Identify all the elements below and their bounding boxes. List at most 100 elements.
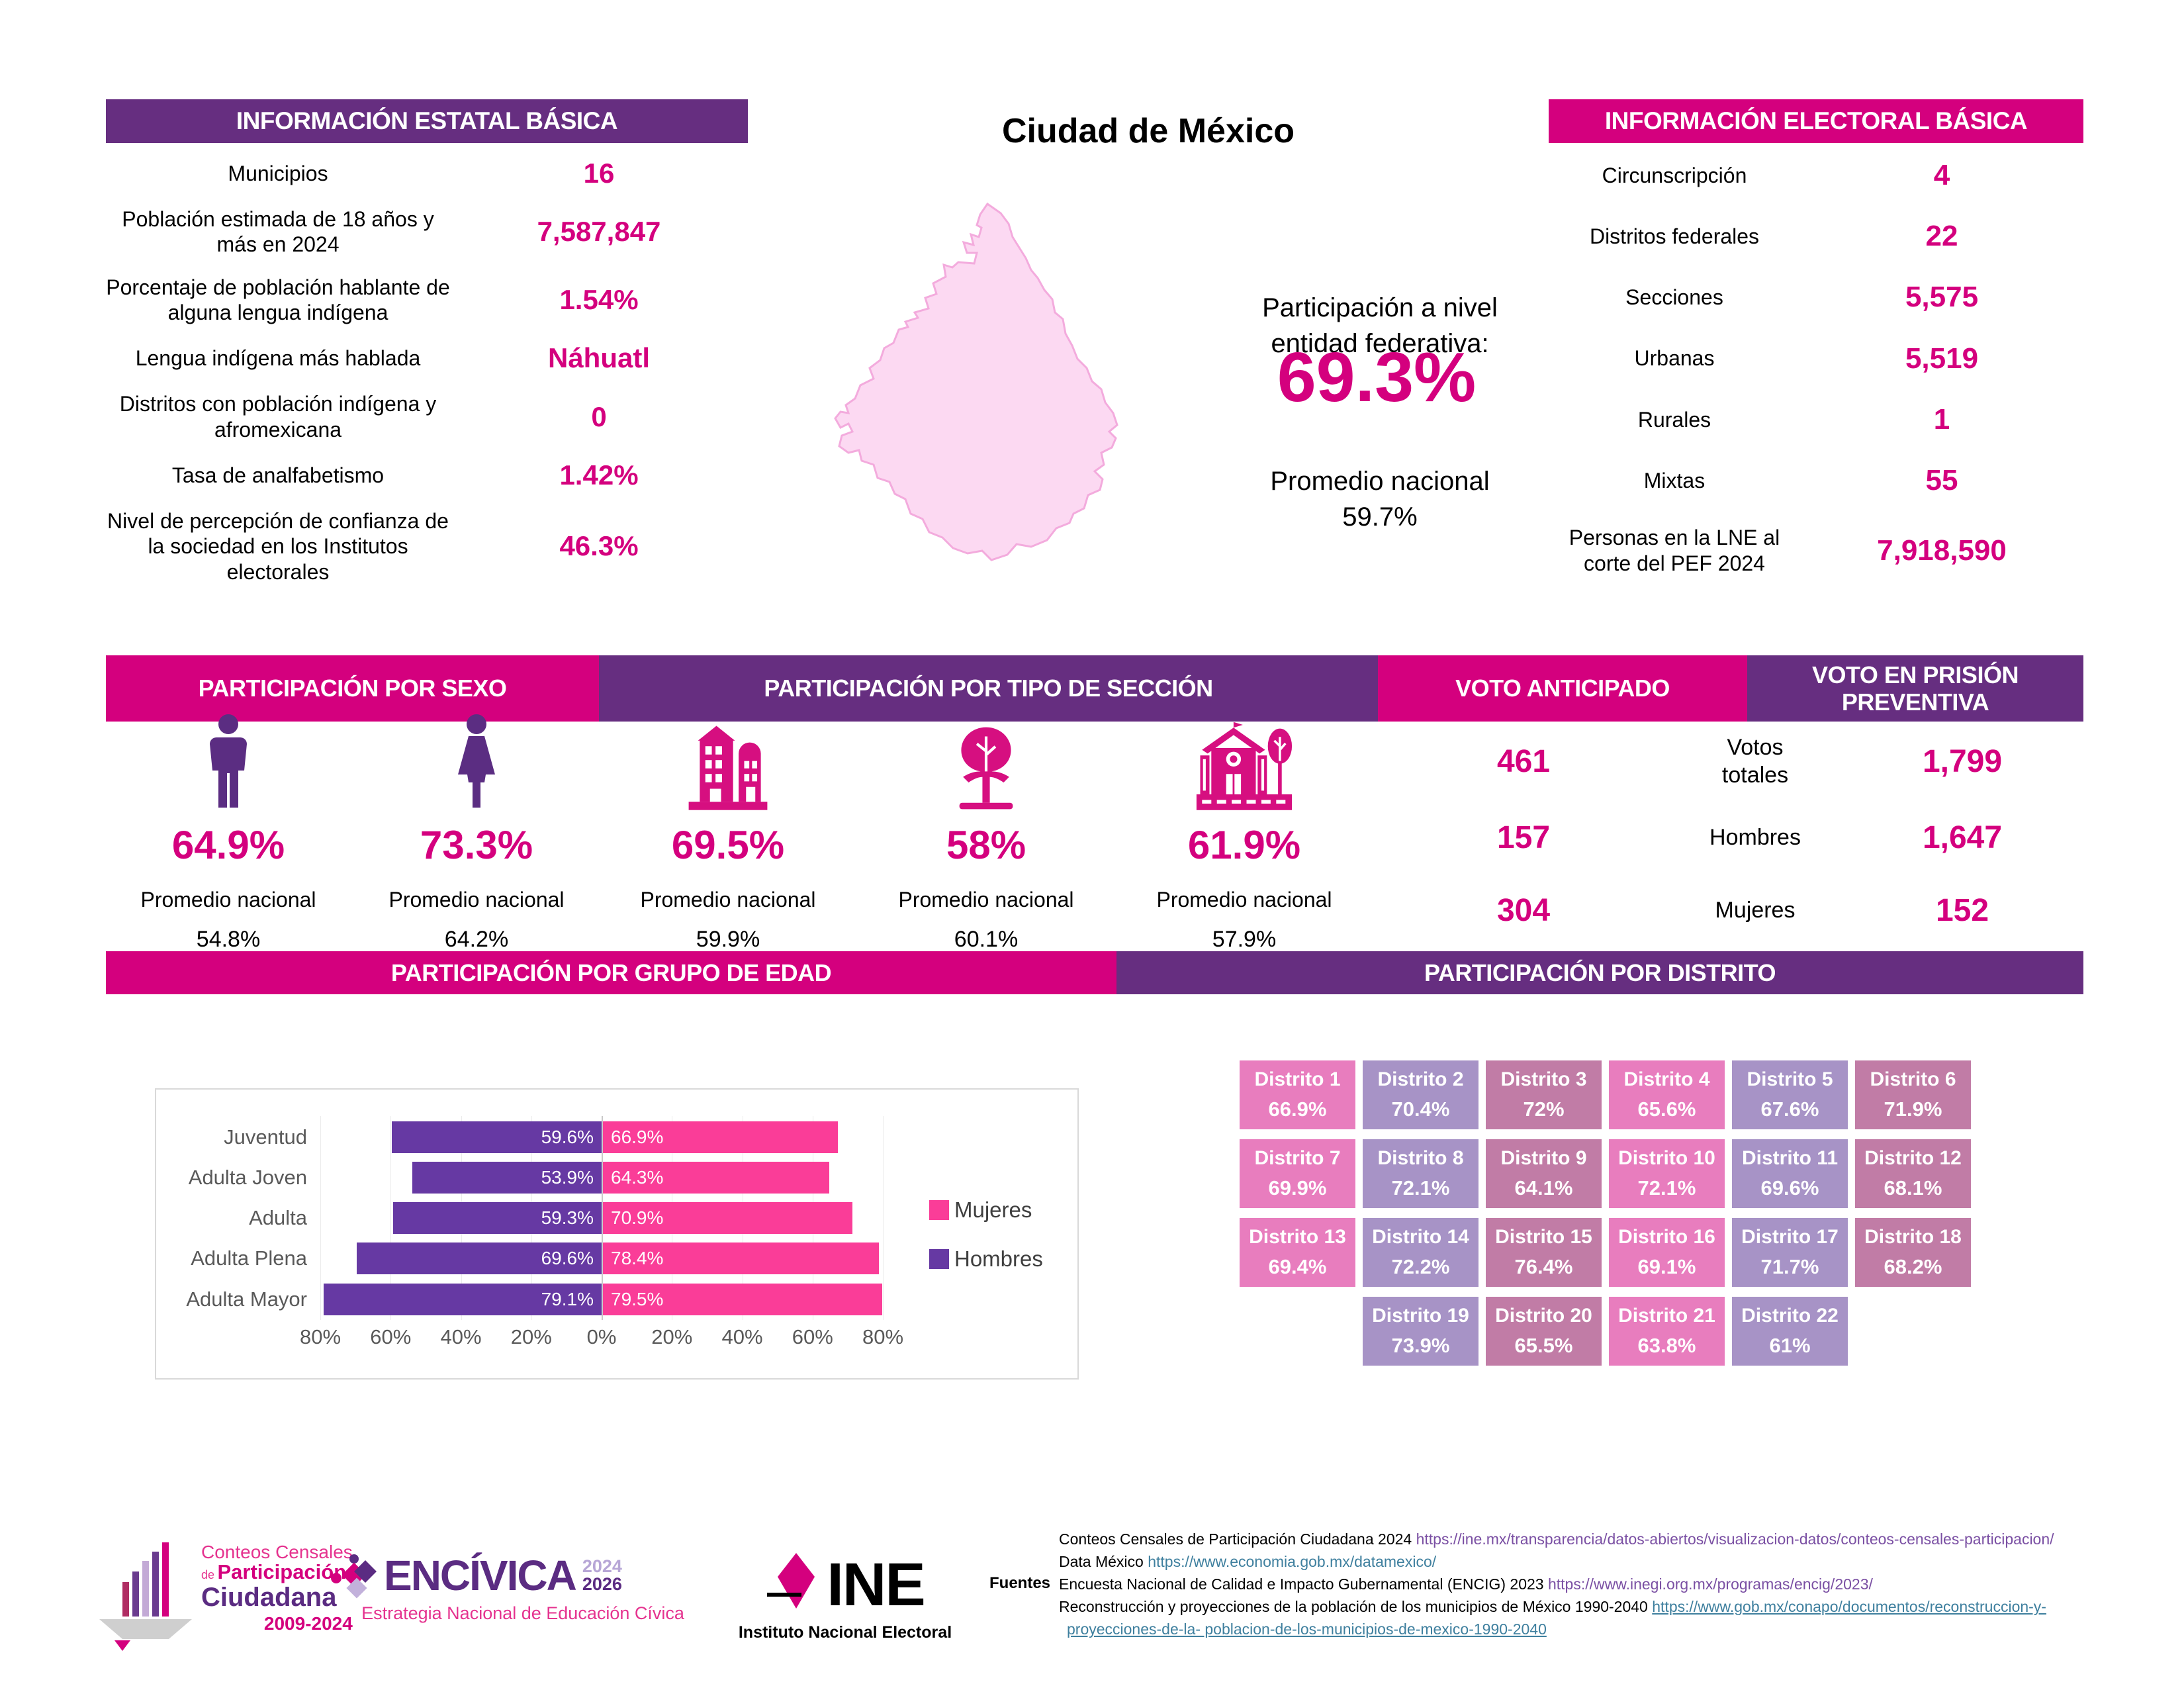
district-name: Distrito 13 bbox=[1249, 1226, 1346, 1248]
district-box: Distrito 13 69.4% bbox=[1240, 1218, 1355, 1287]
voto-row-label-cell: Hombres bbox=[1669, 801, 1841, 874]
source-link[interactable]: proyecciones-de-la- poblacion-de-los-mun… bbox=[1067, 1620, 1547, 1638]
legend-swatch bbox=[929, 1249, 949, 1269]
district-name: Distrito 11 bbox=[1741, 1147, 1839, 1169]
voto-anticipado-value: 157 bbox=[1496, 820, 1551, 855]
encivica-year-bottom: 2026 bbox=[582, 1574, 622, 1594]
source-text: Reconstrucción y proyecciones de la pobl… bbox=[1059, 1598, 1653, 1615]
conteos-de: de bbox=[201, 1568, 215, 1582]
category-label: Adulta Joven bbox=[188, 1166, 307, 1189]
estatal-header: INFORMACIÓN ESTATAL BÁSICA bbox=[106, 99, 748, 143]
stat-value: 64.9% bbox=[171, 823, 285, 867]
conteos-censales-logo: Conteos Censales de Participación Ciudad… bbox=[99, 1542, 353, 1651]
stat-promedio-value: 57.9% bbox=[1212, 927, 1277, 952]
district-value: 63.8% bbox=[1637, 1334, 1696, 1357]
mujeres-bar: 70.9% bbox=[603, 1202, 852, 1234]
legend-swatch bbox=[929, 1200, 949, 1220]
district-value: 71.9% bbox=[1884, 1098, 1942, 1121]
info-row-label: Circunscripción bbox=[1602, 163, 1747, 187]
district-name: Distrito 18 bbox=[1864, 1226, 1962, 1248]
hombres-bar-value: 79.1% bbox=[541, 1289, 594, 1309]
source-link[interactable]: https://ine.mx/transparencia/datos-abier… bbox=[1416, 1530, 2054, 1548]
source-link[interactable]: https://www.inegi.org.mx/programas/encig… bbox=[1547, 1575, 1873, 1593]
conteos-line1: Conteos Censales bbox=[201, 1542, 353, 1562]
mujeres-bar: 79.5% bbox=[603, 1284, 883, 1315]
x-tick-label: 80% bbox=[862, 1325, 904, 1348]
voto-row-label: Votos totales bbox=[1721, 734, 1789, 788]
info-row-value: 4 bbox=[1933, 159, 1950, 191]
source-link[interactable]: https://www.economia.gob.mx/datamexico/ bbox=[1148, 1553, 1437, 1570]
info-row: Personas en la LNE al corte del PEF 2024… bbox=[1549, 525, 2083, 576]
district-value: 72.1% bbox=[1391, 1176, 1450, 1199]
stat-promedio-label: Promedio nacional bbox=[388, 888, 565, 912]
voto-prision-value: 152 bbox=[1935, 892, 1989, 928]
district-name: Distrito 8 bbox=[1377, 1147, 1464, 1169]
district-name: Distrito 20 bbox=[1495, 1305, 1592, 1327]
voto-section: 461 Votos totales 1,799 157 Hombres 1,647 304 M… bbox=[1378, 722, 2083, 947]
district-name: Distrito 9 bbox=[1500, 1147, 1587, 1169]
encivica-subtitle: Estrategia Nacional de Educación Cívica bbox=[361, 1603, 684, 1623]
source-text: Encuesta Nacional de Calidad e Impacto G… bbox=[1059, 1575, 1548, 1593]
district-value: 66.9% bbox=[1268, 1098, 1327, 1121]
district-box: Distrito 10 72.1% bbox=[1609, 1139, 1725, 1208]
stat-promedio-label: Promedio nacional bbox=[640, 888, 816, 912]
x-tick-label: 20% bbox=[651, 1325, 693, 1348]
info-row-value: 5,575 bbox=[1905, 281, 1979, 314]
stat-promedio-value: 59.9% bbox=[696, 927, 760, 952]
source-text: Conteos Censales de Participación Ciudad… bbox=[1059, 1530, 1416, 1548]
hombres-bar-value: 53.9% bbox=[541, 1167, 594, 1188]
district-box: Distrito 2 70.4% bbox=[1363, 1060, 1479, 1129]
stat-promedio-label: Promedio nacional bbox=[898, 888, 1074, 912]
man-icon bbox=[109, 714, 347, 813]
hombres-bar: 69.6% bbox=[357, 1243, 602, 1274]
cdmx-map bbox=[834, 202, 1118, 561]
district-box: Distrito 5 67.6% bbox=[1732, 1060, 1848, 1129]
source-link[interactable]: https://www.gob.mx/conapo/documentos/rec… bbox=[1652, 1598, 2046, 1615]
legend-item: Hombres bbox=[929, 1246, 1043, 1272]
district-box: Distrito 17 71.7% bbox=[1732, 1218, 1848, 1287]
voto-row-label: Mujeres bbox=[1715, 897, 1796, 923]
encivica-logo: ENCÍVICA 2024 2026 Estrategia Nacional d… bbox=[331, 1549, 715, 1624]
district-value: 72% bbox=[1523, 1098, 1565, 1121]
hombres-bar-value: 59.3% bbox=[541, 1207, 594, 1228]
district-name: Distrito 10 bbox=[1618, 1147, 1715, 1169]
voto-row-label: Hombres bbox=[1709, 824, 1801, 850]
page-title: Ciudad de México bbox=[1001, 112, 1295, 150]
district-value: 72.1% bbox=[1637, 1176, 1696, 1199]
district-name: Distrito 7 bbox=[1254, 1147, 1341, 1169]
info-row: Municipios 16 bbox=[106, 158, 748, 189]
stat-value: 58% bbox=[946, 823, 1026, 867]
voto-prision-cell: 1,799 bbox=[1841, 722, 2083, 801]
district-value: 71.7% bbox=[1760, 1255, 1819, 1278]
woman-icon bbox=[357, 714, 596, 813]
district-box: Distrito 8 72.1% bbox=[1363, 1139, 1479, 1208]
info-row-value: 5,519 bbox=[1905, 342, 1979, 375]
mujeres-bar-value: 64.3% bbox=[611, 1167, 664, 1188]
source-line: Data México https://www.economia.gob.mx/… bbox=[1059, 1550, 2184, 1573]
info-row-value: 7,587,847 bbox=[537, 216, 661, 248]
district-box: Distrito 12 68.1% bbox=[1855, 1139, 1971, 1208]
age-participation-chart: 80% 60% 40% 20% 0% 20% 40% 60% 80% Juventud 59.6% 6… bbox=[155, 1088, 1079, 1380]
district-box: Distrito 1 66.9% bbox=[1240, 1060, 1355, 1129]
hombres-bar-value: 59.6% bbox=[541, 1127, 594, 1147]
info-row-value: 1.42% bbox=[559, 459, 639, 491]
encivica-mark-icon bbox=[331, 1549, 377, 1602]
info-row-label: Distritos federales bbox=[1589, 224, 1760, 248]
legend-item: Mujeres bbox=[929, 1197, 1032, 1223]
category-label: Adulta Plena bbox=[191, 1246, 307, 1270]
tree-icon bbox=[867, 714, 1105, 813]
stat-value: 73.3% bbox=[420, 823, 533, 867]
hombres-bar: 59.6% bbox=[392, 1121, 602, 1153]
edad-header: PARTICIPACIÓN POR GRUPO DE EDAD bbox=[106, 951, 1116, 994]
chart-gridline bbox=[320, 1116, 321, 1320]
district-name: Distrito 19 bbox=[1372, 1305, 1469, 1327]
voto-anticipado-cell: 157 bbox=[1378, 801, 1669, 874]
info-row: Tasa de analfabetismo 1.42% bbox=[106, 459, 748, 491]
info-row-label: Tasa de analfabetismo bbox=[171, 463, 385, 487]
info-row: Mixtas 55 bbox=[1549, 464, 2083, 497]
stat-promedio-value: 60.1% bbox=[954, 927, 1019, 952]
ine-name: INE bbox=[827, 1550, 925, 1618]
voto-prision-cell: 1,647 bbox=[1841, 801, 2083, 874]
source-line: Conteos Censales de Participación Ciudad… bbox=[1059, 1528, 2184, 1550]
chart-gridline bbox=[390, 1116, 392, 1320]
